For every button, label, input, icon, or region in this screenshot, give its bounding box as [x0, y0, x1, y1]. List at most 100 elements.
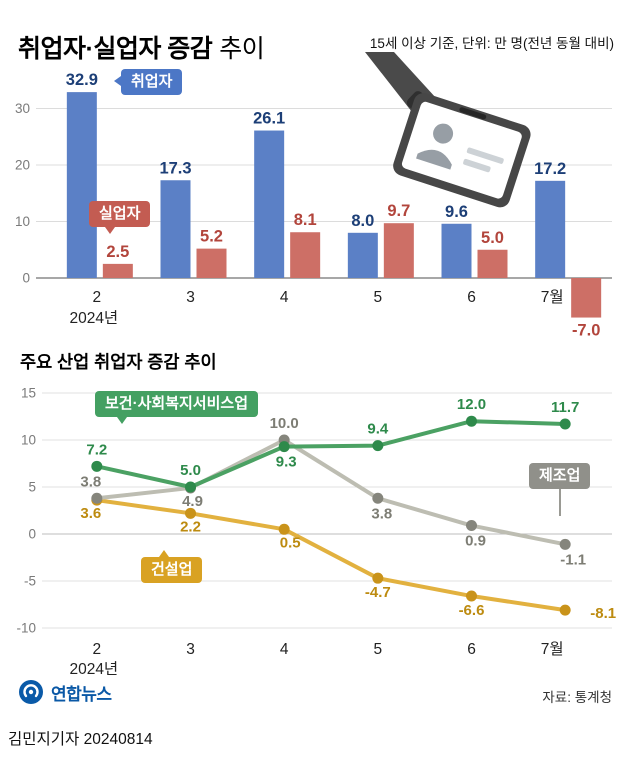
- point-value-label: -8.1: [590, 605, 616, 622]
- data-source: 자료: 통계청: [542, 690, 612, 705]
- section-title-industry: 주요 산업 취업자 증감 추이: [20, 352, 217, 372]
- page-title-main: 취업자·실업자 증감: [18, 34, 213, 63]
- y-tick-label: 0: [28, 527, 36, 542]
- bar-실업자-3: [196, 248, 227, 278]
- bar-실업자-4: [290, 232, 321, 278]
- y-tick-label: 20: [15, 158, 30, 173]
- point-보건·사회복지서비스업-2: [91, 460, 103, 472]
- x-tick-label: 2: [93, 289, 102, 306]
- point-건설업-5: [372, 572, 384, 584]
- point-value-label: 5.0: [180, 462, 201, 479]
- card-slot: [459, 107, 487, 120]
- point-건설업-4: [278, 523, 290, 535]
- point-value-label: 0.5: [280, 534, 301, 551]
- point-value-label: 3.6: [80, 505, 101, 522]
- id-card-body: [393, 93, 531, 208]
- x-tick-label: 2: [93, 641, 102, 658]
- bar-value-label: -7.0: [572, 322, 600, 340]
- x-tick-label: 7월: [541, 640, 564, 658]
- line-건설업: [94, 498, 568, 613]
- point-value-label: 2.2: [180, 518, 201, 535]
- x-tick-label: 5: [374, 641, 383, 658]
- point-value-label: 12.0: [457, 396, 486, 413]
- card-text-line: [466, 147, 504, 164]
- unit-note: 15세 이상 기준, 단위: 만 명(전년 동월 대비): [369, 36, 614, 51]
- person-shoulders: [416, 149, 452, 170]
- y-tick-label: 0: [22, 271, 30, 286]
- point-value-label: 7.2: [86, 441, 107, 458]
- page-title: 취업자·실업자 증감 추이: [18, 29, 265, 65]
- point-value-label: 4.9: [182, 493, 203, 510]
- y-tick-label: 30: [15, 101, 30, 116]
- reporter-credit: 김민지기자 20240814: [8, 731, 153, 748]
- point-제조업-7월: [559, 538, 571, 550]
- y-tick-label: 15: [21, 386, 36, 401]
- yonhap-logo-icon: [19, 680, 43, 704]
- point-보건·사회복지서비스업-7월: [559, 418, 571, 430]
- point-value-label: 0.9: [465, 533, 486, 550]
- point-value-label: 3.8: [371, 505, 392, 522]
- point-value-label: -4.7: [365, 584, 391, 601]
- bar-value-label: 5.0: [481, 229, 504, 247]
- point-제조업-2: [91, 492, 103, 504]
- industry-line-chart: -10 -5 0 5 10 15 7.2 5.0 9.3 9.4 12.0 11.7 3.8 4.9 10.…: [16, 386, 616, 679]
- person-silhouette-icon: [433, 123, 454, 144]
- x-tick-label: 5: [374, 289, 383, 306]
- x-tick-label: 6: [467, 641, 476, 658]
- bar-value-label: 32.9: [66, 71, 98, 89]
- point-건설업-6: [466, 590, 477, 602]
- bar-value-label: 2.5: [106, 243, 129, 261]
- point-value-label: -1.1: [560, 551, 586, 568]
- page-title-suffix: 추이: [219, 34, 265, 63]
- x-tick-label: 3: [186, 289, 195, 306]
- bar-value-label: 8.0: [351, 212, 374, 230]
- legend-badge-construction: 건설업: [141, 550, 203, 583]
- yonhap-logo-text: 연합뉴스: [51, 684, 112, 704]
- bar-value-label: 5.2: [200, 228, 223, 246]
- bar-취업자-4: [254, 130, 285, 278]
- bar-value-label: 26.1: [253, 110, 285, 128]
- y-tick-label: -5: [24, 574, 36, 589]
- id-badge-illustration: [365, 52, 531, 208]
- point-보건·사회복지서비스업-4: [278, 441, 290, 453]
- point-제조업-5: [372, 492, 384, 504]
- point-value-label: 9.4: [367, 421, 389, 438]
- x-tick-label: 7월: [541, 288, 564, 306]
- bar-value-label: 9.6: [445, 203, 468, 221]
- bar-value-label: 8.1: [294, 211, 317, 229]
- y-tick-label: 10: [21, 433, 36, 448]
- bar-취업자-6: [441, 223, 472, 278]
- x-tick-label: 3: [186, 641, 195, 658]
- y-tick-label: -10: [16, 621, 36, 636]
- legend-badge-employed: 취업자: [113, 69, 183, 95]
- yonhap-logo: 연합뉴스: [18, 679, 112, 705]
- bar-실업자-5: [383, 223, 414, 278]
- x-axis-year-label: 2024년: [69, 309, 118, 327]
- employment-bar-chart: 0 10 20 30 32.9 17.3 26.1 8.0 9.6 17.2 2.5 5.2 8.1 9.…: [15, 71, 612, 340]
- bar-value-label: 17.2: [534, 160, 566, 178]
- point-건설업-3: [185, 507, 196, 519]
- y-tick-label: 10: [15, 214, 30, 229]
- point-value-label: 9.3: [276, 454, 297, 471]
- bar-취업자-5: [347, 232, 378, 278]
- legend-badge-health-welfare: 보건·사회복지서비스업: [95, 391, 258, 424]
- bar-취업자-3: [160, 180, 191, 278]
- bar-취업자-2: [66, 92, 97, 278]
- bar-value-label: 17.3: [159, 159, 191, 177]
- x-tick-label: 4: [280, 289, 289, 306]
- line-보건·사회복지서비스업: [94, 419, 568, 489]
- point-value-label: 10.0: [270, 415, 299, 432]
- point-value-label: -6.6: [459, 602, 485, 619]
- point-제조업-6: [466, 520, 477, 532]
- point-건설업-7월: [559, 604, 571, 616]
- bar-value-label: 9.7: [387, 202, 410, 220]
- legend-badge-manufacturing: 제조업: [529, 463, 591, 516]
- bar-실업자-2: [102, 263, 133, 278]
- x-tick-label: 4: [280, 641, 289, 658]
- point-보건·사회복지서비스업-6: [466, 415, 477, 427]
- point-value-label: 11.7: [551, 399, 579, 416]
- bar-취업자-7월: [535, 180, 566, 278]
- point-보건·사회복지서비스업-5: [372, 440, 384, 452]
- bar-실업자-6: [477, 249, 508, 278]
